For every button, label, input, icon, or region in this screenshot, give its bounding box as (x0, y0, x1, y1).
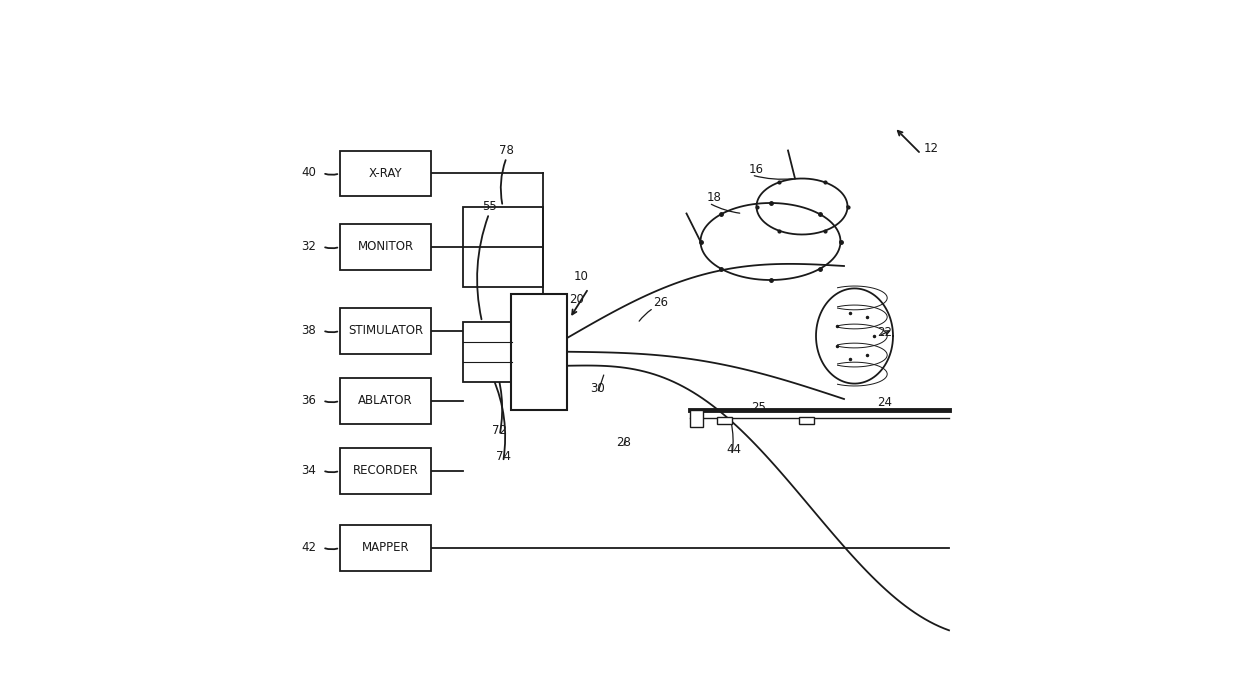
Text: 20: 20 (569, 293, 584, 306)
Text: MAPPER: MAPPER (362, 541, 409, 554)
Bar (463, 322, 511, 382)
Bar (689, 410, 703, 427)
Text: 34: 34 (301, 464, 316, 477)
Text: 78: 78 (500, 144, 515, 157)
Text: X-RAY: X-RAY (368, 167, 402, 180)
Text: ABLATOR: ABLATOR (358, 394, 413, 407)
Text: 40: 40 (301, 167, 316, 179)
Text: 25: 25 (751, 401, 766, 414)
Text: 74: 74 (496, 450, 511, 463)
Text: 38: 38 (301, 324, 316, 337)
Text: STIMULATOR: STIMULATOR (348, 324, 423, 337)
Bar (799, 416, 813, 424)
Bar (340, 308, 432, 354)
Bar (340, 378, 432, 423)
Text: 36: 36 (301, 394, 316, 407)
Text: 10: 10 (574, 270, 589, 283)
Bar (340, 224, 432, 270)
Text: 44: 44 (727, 443, 742, 456)
Text: 55: 55 (481, 200, 496, 213)
Text: 30: 30 (590, 382, 605, 395)
Text: 12: 12 (924, 142, 939, 155)
Bar (340, 150, 432, 196)
Text: MONITOR: MONITOR (357, 240, 414, 253)
Text: 24: 24 (877, 396, 892, 409)
Text: RECORDER: RECORDER (352, 464, 418, 477)
Text: 42: 42 (301, 541, 316, 554)
Bar (463, 206, 543, 287)
Bar (340, 448, 432, 493)
Text: 22: 22 (877, 326, 892, 339)
Bar (340, 525, 432, 570)
Text: 32: 32 (301, 240, 316, 253)
Text: 18: 18 (707, 191, 722, 204)
Text: 26: 26 (653, 296, 668, 309)
Bar (511, 294, 568, 410)
Text: 16: 16 (749, 163, 764, 176)
Text: 72: 72 (492, 424, 507, 437)
Bar (717, 416, 732, 424)
Text: 28: 28 (616, 436, 631, 449)
